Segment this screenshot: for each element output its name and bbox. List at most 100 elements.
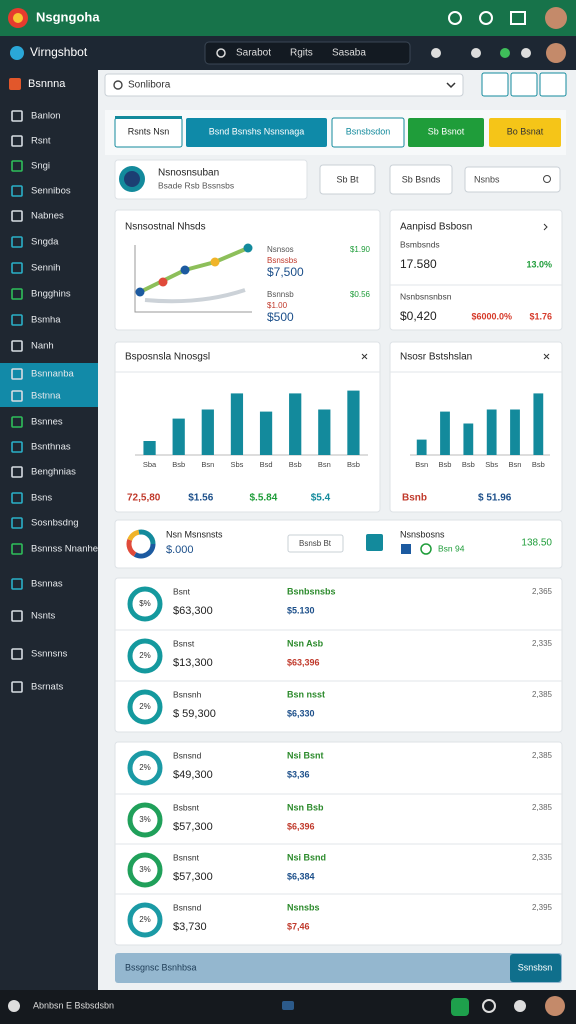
avatar[interactable] <box>546 43 566 63</box>
sidebar-item[interactable]: Bngghins <box>31 289 71 300</box>
sidebar <box>0 70 98 990</box>
avatar[interactable] <box>545 996 565 1016</box>
icon[interactable] <box>431 48 441 58</box>
sidebar-item[interactable]: Bsnnes <box>31 417 63 428</box>
sidebar-icon <box>11 236 23 248</box>
sidebar-item[interactable]: Bsrnats <box>31 682 63 693</box>
icon[interactable] <box>500 48 510 58</box>
row-right: 2,385 <box>532 803 553 812</box>
search-icon <box>216 48 226 58</box>
tool-button[interactable] <box>539 72 567 97</box>
sidebar-icon <box>11 578 23 590</box>
ring <box>127 852 163 888</box>
sidebar-item[interactable]: Bsns <box>31 493 52 504</box>
card <box>114 577 563 733</box>
sidebar-item[interactable]: Bsnnss Nnanhe <box>31 544 98 555</box>
sidebar-item[interactable]: Nsnts <box>31 611 56 622</box>
toolbar-search[interactable] <box>204 41 411 65</box>
ring-label: 2% <box>139 915 151 924</box>
tab[interactable] <box>331 117 405 148</box>
sidebar-item[interactable]: Bsnnanba <box>31 369 75 380</box>
taskbar-icon[interactable] <box>282 1001 294 1010</box>
bar <box>486 409 497 455</box>
bar <box>318 409 331 455</box>
icon[interactable] <box>471 48 481 58</box>
sidebar-item[interactable]: Benghnias <box>31 467 76 478</box>
taskbar-icon[interactable] <box>8 1000 20 1012</box>
row-title: Nsn Bsb <box>287 802 324 812</box>
row-amount: $63,300 <box>173 605 213 617</box>
sidebar-item[interactable]: Bsnthnas <box>31 442 71 453</box>
row-amount: $13,300 <box>173 657 213 669</box>
tab-label: Rsnts Nsn <box>128 126 170 136</box>
sidebar-icon <box>11 492 23 504</box>
sidebar-icon <box>11 543 23 555</box>
taskbar-icon[interactable] <box>482 999 496 1013</box>
bar <box>440 411 450 455</box>
sidebar-icon <box>11 517 23 529</box>
sidebar-icon <box>11 441 23 453</box>
icon[interactable] <box>479 11 493 25</box>
avatar[interactable] <box>545 7 567 29</box>
card <box>114 159 308 200</box>
footer-button[interactable] <box>510 954 561 982</box>
sidebar-item[interactable]: Bstnna <box>31 391 61 402</box>
ring-label: 3% <box>139 865 151 874</box>
sidebar-item[interactable]: Nabnes <box>31 211 64 222</box>
tab-label: Bsnd Bsnshs Nsnsnaga <box>209 126 305 136</box>
bar <box>416 439 427 455</box>
summary-button[interactable] <box>287 534 344 553</box>
sidebar-item[interactable]: Banlon <box>31 111 61 122</box>
sidebar-icon <box>11 681 23 693</box>
icon[interactable] <box>448 11 462 25</box>
sidebar-item[interactable]: Sosnbsdng <box>31 518 79 529</box>
tab-label: Sb Bsnot <box>428 126 465 136</box>
x-tick-label: Bsb <box>439 460 452 469</box>
stat-label: Bsnnsb <box>267 290 294 299</box>
profile-button[interactable] <box>389 164 453 195</box>
footer-bar <box>115 953 562 983</box>
bar <box>533 393 544 455</box>
row-detail: $6,330 <box>287 708 315 718</box>
sidebar-item[interactable]: Nanh <box>31 341 54 352</box>
row-name: Bsnsnd <box>173 750 202 760</box>
tab[interactable] <box>186 118 327 147</box>
tool-button[interactable] <box>510 72 538 97</box>
sidebar-item[interactable]: Ssnnsns <box>31 649 68 660</box>
sidebar-item[interactable]: Bsmha <box>31 315 61 326</box>
taskbar-icon[interactable] <box>514 1000 526 1012</box>
stat-value: $7,500 <box>267 265 304 279</box>
stat-change: $0.56 <box>350 290 371 299</box>
sidebar-item[interactable]: Sennibos <box>31 186 71 197</box>
toolbar-logo <box>10 46 24 60</box>
sidebar-icon <box>11 390 23 402</box>
sidebar-icon <box>11 160 23 172</box>
chevron <box>543 223 548 231</box>
taskbar-icon[interactable] <box>451 998 469 1016</box>
icon[interactable] <box>510 11 526 25</box>
icon[interactable] <box>521 48 531 58</box>
summary-sub: Bsn 94 <box>438 543 465 553</box>
sidebar-item[interactable]: Rsnt <box>31 136 51 147</box>
x-tick-label: Sbs <box>230 460 243 469</box>
tool-button[interactable] <box>481 72 509 97</box>
profile-input[interactable] <box>464 166 561 193</box>
profile-button[interactable] <box>319 164 376 195</box>
sidebar-item[interactable]: Sngi <box>31 161 50 172</box>
card <box>114 341 381 513</box>
summary-icon <box>366 534 383 551</box>
sidebar-item[interactable]: Bsnnas <box>31 579 63 590</box>
sidebar-item[interactable]: Sennih <box>31 263 61 274</box>
sidebar-item[interactable]: Sngda <box>31 237 59 248</box>
x-tick-label: Bsb <box>172 460 185 469</box>
ring-label: $% <box>139 599 151 608</box>
row-title: Nsnsbs <box>287 902 320 912</box>
x-tick-label: Sba <box>143 460 157 469</box>
search-input[interactable] <box>104 73 464 97</box>
chart-footer: $.5.84 <box>250 493 278 504</box>
row-change: $1.76 <box>529 311 552 321</box>
tab[interactable] <box>408 118 484 147</box>
profile-name: Nsnosnsuban <box>158 168 219 179</box>
tab[interactable] <box>489 118 561 147</box>
row-right: 2,335 <box>532 853 553 862</box>
